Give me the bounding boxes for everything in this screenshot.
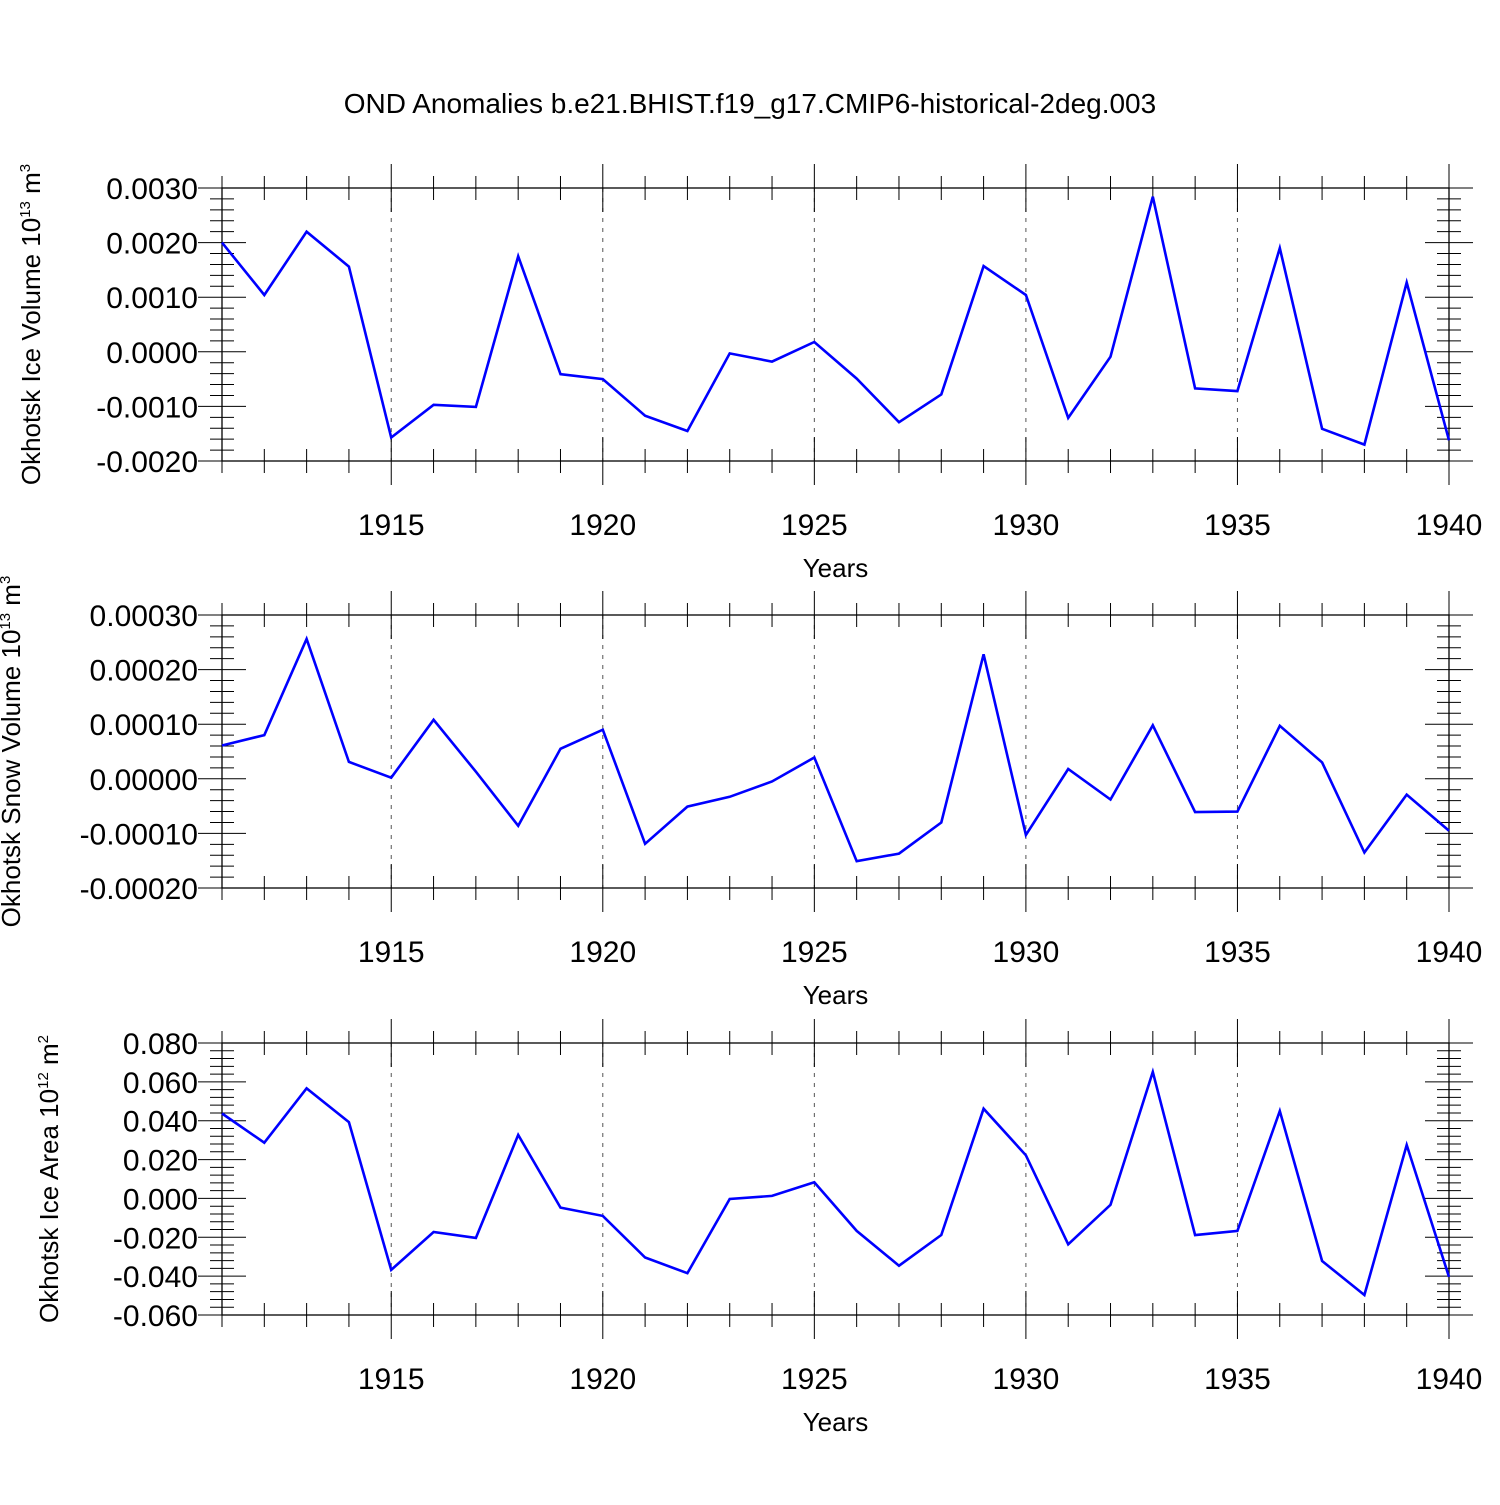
y-tick-label: -0.00020 — [80, 873, 198, 906]
y-tick-label: 0.00020 — [90, 655, 198, 688]
plot-frame — [222, 1043, 1449, 1315]
x-tick-label: 1915 — [358, 1363, 425, 1396]
x-tick-label: 1915 — [358, 936, 425, 969]
x-tick-label: 1915 — [358, 509, 425, 542]
y-tick-label: 0.0010 — [106, 282, 198, 315]
x-tick-label: 1925 — [781, 936, 848, 969]
x-axis-label: Years — [803, 553, 869, 583]
y-axis-label: Okhotsk Ice Area 1012 m2 — [34, 1035, 64, 1323]
x-tick-label: 1930 — [993, 509, 1060, 542]
y-axis-label: Okhotsk Snow Volume 1013 m3 — [0, 576, 26, 928]
y-tick-label: 0.0000 — [106, 337, 198, 370]
chart-title: OND Anomalies b.e21.BHIST.f19_g17.CMIP6-… — [344, 88, 1156, 119]
x-tick-label: 1940 — [1416, 936, 1483, 969]
y-tick-label: -0.0010 — [96, 391, 198, 424]
series-line — [222, 639, 1449, 861]
y-tick-label: -0.00010 — [80, 818, 198, 851]
x-tick-label: 1925 — [781, 1363, 848, 1396]
y-tick-label: 0.000 — [123, 1183, 198, 1216]
plot-frame — [222, 615, 1449, 888]
x-tick-label: 1935 — [1204, 936, 1271, 969]
x-tick-label: 1920 — [569, 936, 636, 969]
y-tick-label: 0.00030 — [90, 600, 198, 633]
x-tick-label: 1935 — [1204, 1363, 1271, 1396]
y-tick-label: 0.060 — [123, 1067, 198, 1100]
plot-frame — [222, 188, 1449, 461]
y-tick-label: -0.060 — [113, 1300, 198, 1333]
x-tick-label: 1940 — [1416, 1363, 1483, 1396]
chart-panel-2: -0.00020 -0.00010 0.00000 0.00010 0.00020 0.0… — [0, 576, 1482, 1010]
y-tick-label: 0.0030 — [106, 173, 198, 206]
series-line — [222, 197, 1449, 445]
x-tick-label: 1920 — [569, 1363, 636, 1396]
y-tick-label: 0.0020 — [106, 228, 198, 261]
y-axis-label: Okhotsk Ice Volume 1013 m3 — [16, 164, 46, 485]
x-tick-label: 1930 — [993, 936, 1060, 969]
x-tick-label: 1930 — [993, 1363, 1060, 1396]
series-line — [222, 1072, 1449, 1295]
y-tick-label: -0.0020 — [96, 446, 198, 479]
x-tick-label: 1925 — [781, 509, 848, 542]
y-tick-label: 0.040 — [123, 1106, 198, 1139]
y-tick-label: -0.020 — [113, 1222, 198, 1255]
y-tick-label: 0.00010 — [90, 709, 198, 742]
x-axis-label: Years — [803, 1407, 869, 1437]
x-tick-label: 1940 — [1416, 509, 1483, 542]
chart-panel-1: -0.0020 -0.0010 0.0000 0.0010 0.0020 0.0030 19… — [16, 164, 1482, 583]
chart-panel-3: -0.060 -0.040 -0.020 0.000 0.020 0.040 0.060 0.… — [34, 1019, 1482, 1437]
x-axis-label: Years — [803, 980, 869, 1010]
y-tick-label: 0.020 — [123, 1145, 198, 1178]
y-tick-label: 0.080 — [123, 1028, 198, 1061]
x-tick-label: 1920 — [569, 509, 636, 542]
y-tick-label: -0.040 — [113, 1261, 198, 1294]
y-tick-label: 0.00000 — [90, 764, 198, 797]
x-tick-label: 1935 — [1204, 509, 1271, 542]
